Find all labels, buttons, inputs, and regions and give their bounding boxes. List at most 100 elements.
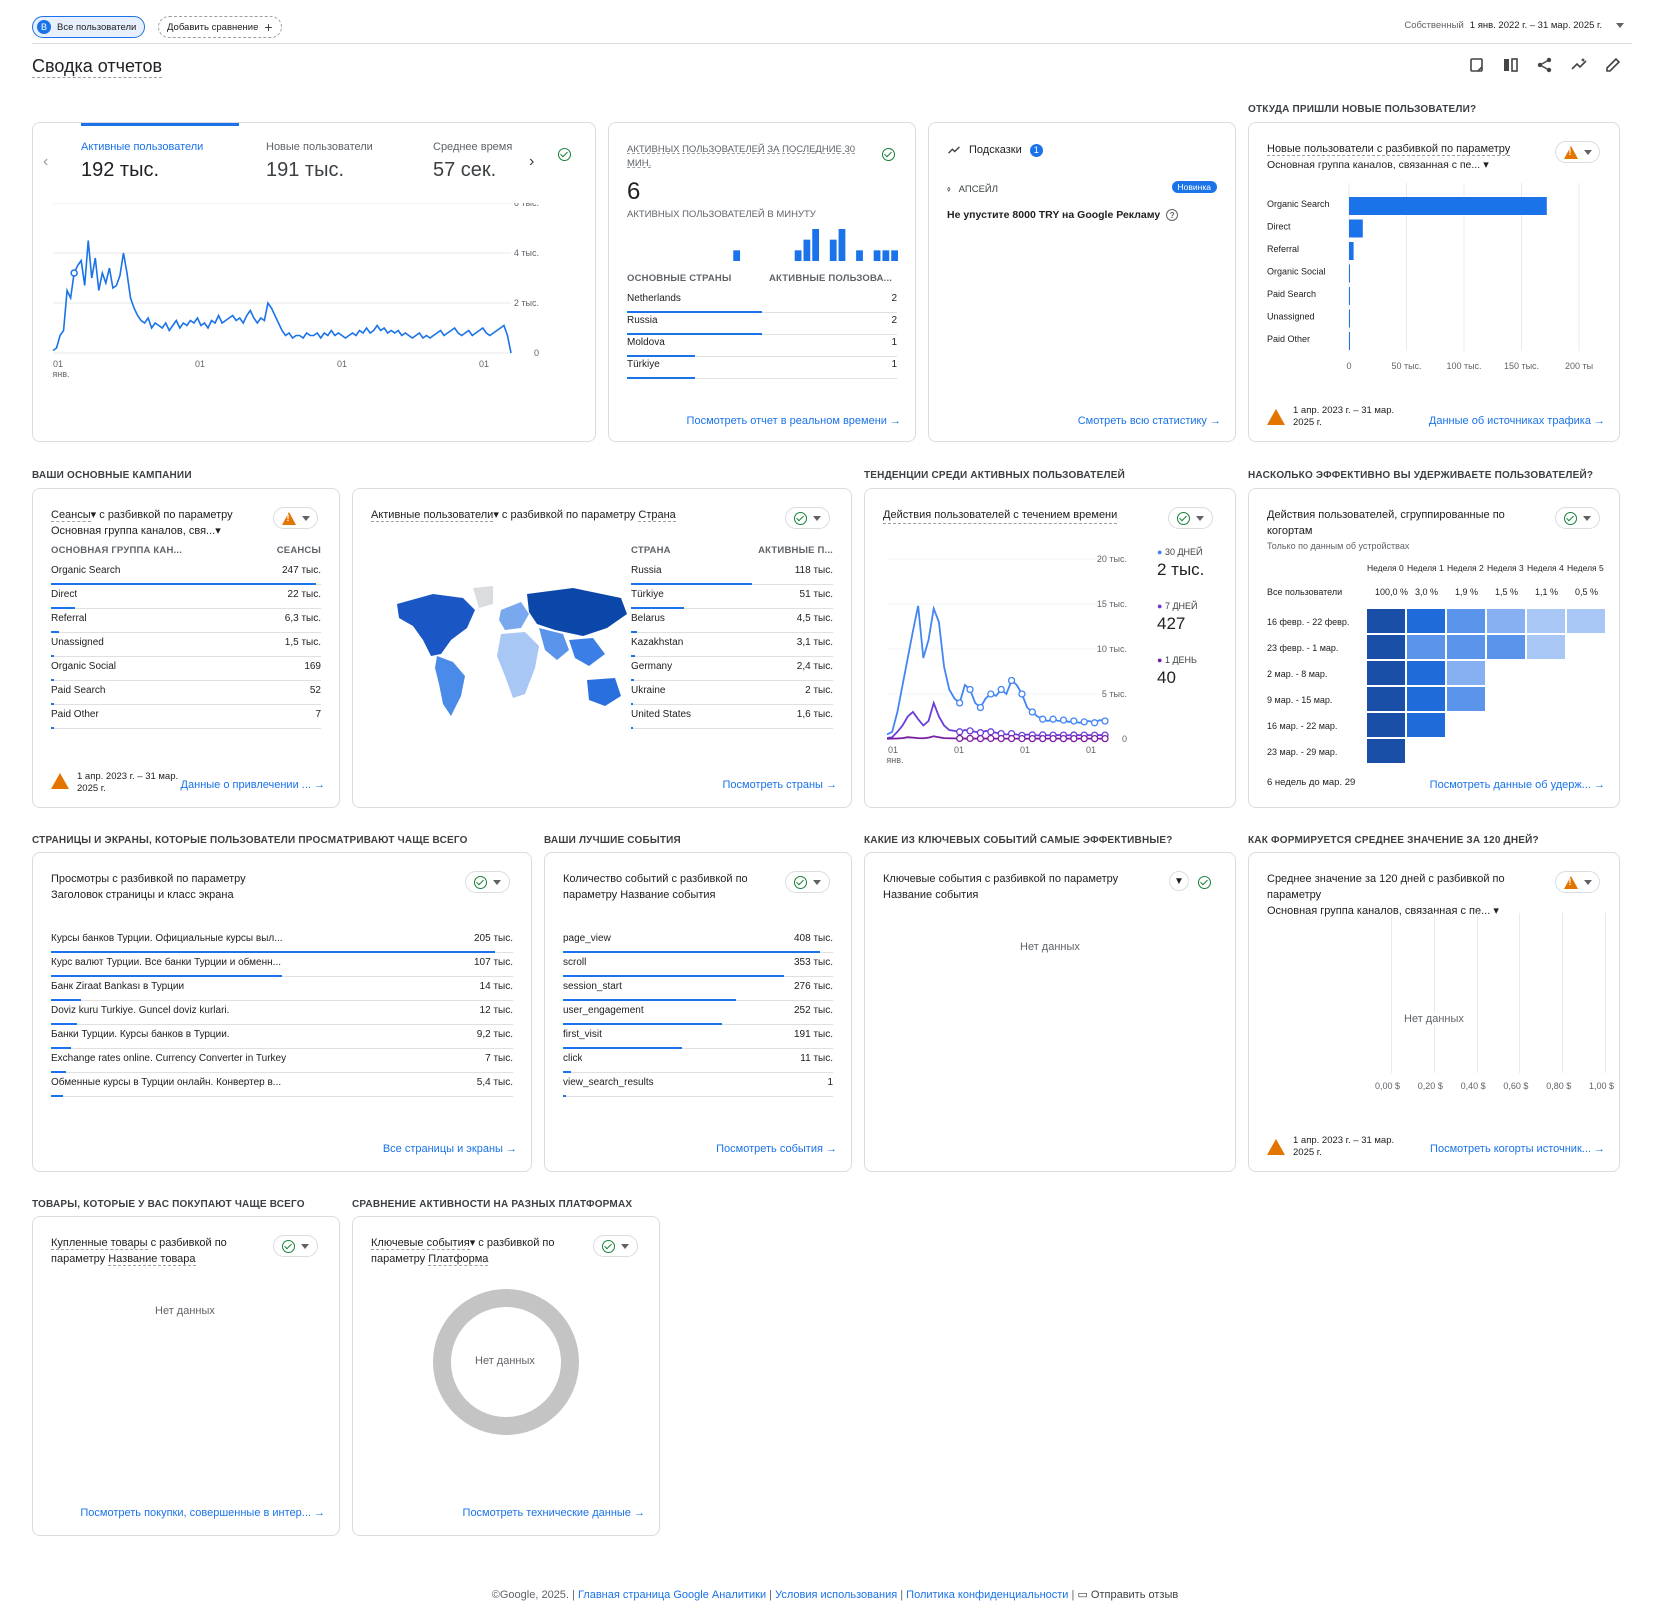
status-menu[interactable] <box>1555 507 1600 529</box>
metric-active-users[interactable]: Активные пользователи 192 тыс. <box>81 123 239 183</box>
table-row[interactable]: first_visit 191 тыс. <box>563 1025 833 1049</box>
status-menu[interactable] <box>1168 507 1213 529</box>
status-check-icon[interactable] <box>1191 871 1217 893</box>
gridline <box>1519 913 1521 1073</box>
table-row[interactable]: Kazakhstan 3,1 тыс. <box>631 633 833 657</box>
acquisition-link[interactable]: Данные о привлечении ... → <box>180 779 325 791</box>
col-countries: ОСНОВНЫЕ СТРАНЫ <box>627 273 732 284</box>
table-row[interactable]: Обменные курсы в Турции онлайн. Конверте… <box>51 1073 513 1097</box>
table-row[interactable]: Organic Social 169 <box>51 657 321 681</box>
section-title-where: ОТКУДА ПРИШЛИ НОВЫЕ ПОЛЬЗОВАТЕЛИ? <box>1248 104 1477 115</box>
x-tick-label: 200 ты <box>1565 361 1593 371</box>
row-divider <box>627 378 897 379</box>
table-row[interactable]: Doviz kuru Turkiye. Guncel doviz kurlari… <box>51 1001 513 1025</box>
gridline <box>1562 913 1564 1073</box>
insights-icon[interactable] <box>1570 56 1588 74</box>
table-row[interactable]: session_start 276 тыс. <box>563 977 833 1001</box>
traffic-sources-link[interactable]: Данные об источниках трафика → <box>1428 415 1605 427</box>
table-row[interactable]: Direct 22 тыс. <box>51 585 321 609</box>
footer-home-link[interactable]: Главная страница Google Аналитики <box>577 1589 767 1601</box>
table-row[interactable]: Russia 118 тыс. <box>631 561 833 585</box>
data-marker <box>1018 734 1026 743</box>
realtime-report-link[interactable]: Посмотреть отчет в реальном времени → <box>686 415 901 427</box>
table-row[interactable]: view_search_results 1 <box>563 1073 833 1097</box>
status-menu[interactable] <box>785 507 830 529</box>
segment-chip[interactable]: B Все пользователи <box>32 16 146 38</box>
table-row[interactable]: United States 1,6 тыс. <box>631 705 833 729</box>
countries-link[interactable]: Посмотреть страны → <box>722 779 837 791</box>
cohorts-link[interactable]: Посмотреть когорты источник... → <box>1430 1143 1605 1155</box>
x-sub-label: янв. <box>52 369 69 379</box>
table-row[interactable]: user_engagement 252 тыс. <box>563 1001 833 1025</box>
table-row[interactable]: Türkiye 51 тыс. <box>631 585 833 609</box>
events-link[interactable]: Посмотреть события → <box>716 1143 837 1155</box>
x-tick-label: 150 тыс. <box>1504 361 1539 371</box>
add-comparison-button[interactable]: Добавить сравнение + <box>158 16 282 38</box>
chevron-down-icon <box>1616 23 1624 28</box>
footer-terms-link[interactable]: Условия использования <box>775 1589 898 1601</box>
warning-menu[interactable] <box>1555 871 1600 893</box>
insight-item[interactable]: Не упустите 8000 TRY на Google Рекламу ? <box>947 209 1179 221</box>
metric-new-users[interactable]: Новые пользователи 191 тыс. <box>266 123 416 183</box>
pencil-icon[interactable] <box>1604 56 1622 74</box>
table-row[interactable]: click 11 тыс. <box>563 1049 833 1073</box>
row-label: Банк Ziraat Bankası в Турции <box>51 981 185 992</box>
status-check-icon[interactable] <box>875 143 901 165</box>
date-range: 1 янв. 2022 г. – 31 мар. 2025 г. <box>1469 20 1602 31</box>
table-row[interactable]: Netherlands 2 <box>627 289 897 313</box>
tech-link[interactable]: Посмотреть технические данные → <box>462 1507 645 1519</box>
table-row[interactable]: scroll 353 тыс. <box>563 953 833 977</box>
edit-comparison-icon[interactable] <box>1468 56 1486 74</box>
status-menu[interactable] <box>465 871 510 893</box>
bar-6 <box>1349 332 1350 350</box>
table-row[interactable]: Exchange rates online. Currency Converte… <box>51 1049 513 1073</box>
status-menu[interactable] <box>785 871 830 893</box>
table-row[interactable]: Moldova 1 <box>627 333 897 357</box>
minute-bar <box>873 250 881 261</box>
date-range-picker[interactable]: Собственный 1 янв. 2022 г. – 31 мар. 202… <box>1404 20 1624 31</box>
section-title-trends: ТЕНДЕНЦИИ СРЕДИ АКТИВНЫХ ПОЛЬЗОВАТЕЛЕЙ <box>864 470 1125 481</box>
table-row[interactable]: Belarus 4,5 тыс. <box>631 609 833 633</box>
metric-value: 57 сек. <box>433 159 497 181</box>
row-label: scroll <box>563 957 587 968</box>
table-row[interactable]: Курсы банков Турции. Официальные курсы в… <box>51 929 513 953</box>
table-row[interactable]: Банки Турции. Курсы банков в Турции. 9,2 … <box>51 1025 513 1049</box>
metric-avg-time[interactable]: Среднее время 57 сек. <box>433 123 533 183</box>
share-icon[interactable] <box>1536 56 1554 74</box>
status-check-icon[interactable] <box>551 143 577 165</box>
retention-link[interactable]: Посмотреть данные об удерж... → <box>1429 779 1605 791</box>
table-row[interactable]: Organic Search 247 тыс. <box>51 561 321 585</box>
table-row[interactable]: Unassigned 1,5 тыс. <box>51 633 321 657</box>
table-row[interactable]: Paid Search 52 <box>51 681 321 705</box>
section-title-key-events: КАКИЕ ИЗ КЛЮЧЕВЫХ СОБЫТИЙ САМЫЕ ЭФФЕКТИВ… <box>864 835 1173 846</box>
filter-icon[interactable]: ▼ <box>1169 871 1189 891</box>
warning-menu[interactable] <box>273 507 318 529</box>
table-row[interactable]: Курс валют Турции. Все банки Турции и об… <box>51 953 513 977</box>
row-divider <box>51 1072 513 1073</box>
table-row[interactable]: page_view 408 тыс. <box>563 929 833 953</box>
all-insights-link[interactable]: Смотреть всю статистику → <box>1077 415 1221 427</box>
footer-feedback-link[interactable]: Отправить отзыв <box>1090 1589 1179 1601</box>
status-menu[interactable] <box>273 1235 318 1257</box>
footer-privacy-link[interactable]: Политика конфиденциальности <box>906 1589 1069 1601</box>
data-marker <box>956 734 964 743</box>
compare-icon[interactable] <box>1502 56 1520 74</box>
status-menu[interactable] <box>593 1235 638 1257</box>
table-row[interactable]: Ukraine 2 тыс. <box>631 681 833 705</box>
cohort-cell <box>1407 713 1445 737</box>
table-row[interactable]: Russia 2 <box>627 311 897 335</box>
purchases-link[interactable]: Посмотреть покупки, совершенные в интер.… <box>80 1507 325 1519</box>
row-divider <box>631 680 833 681</box>
table-row[interactable]: Germany 2,4 тыс. <box>631 657 833 681</box>
table-row[interactable]: Банк Ziraat Bankası в Турции 14 тыс. <box>51 977 513 1001</box>
table-row[interactable]: Referral 6,3 тыс. <box>51 609 321 633</box>
warning-menu[interactable] <box>1555 141 1600 163</box>
chevron-right-icon[interactable]: › <box>529 153 535 170</box>
chevron-left-icon[interactable]: ‹ <box>43 153 49 170</box>
help-icon[interactable]: ? <box>1166 209 1179 221</box>
all-pages-link[interactable]: Все страницы и экраны → <box>382 1143 517 1155</box>
table-row[interactable]: Türkiye 1 <box>627 355 897 379</box>
table-row[interactable]: Paid Other 7 <box>51 705 321 729</box>
key-events-card: Ключевые события с разбивкой по параметр… <box>864 852 1236 1172</box>
date-label: Собственный <box>1404 20 1464 31</box>
